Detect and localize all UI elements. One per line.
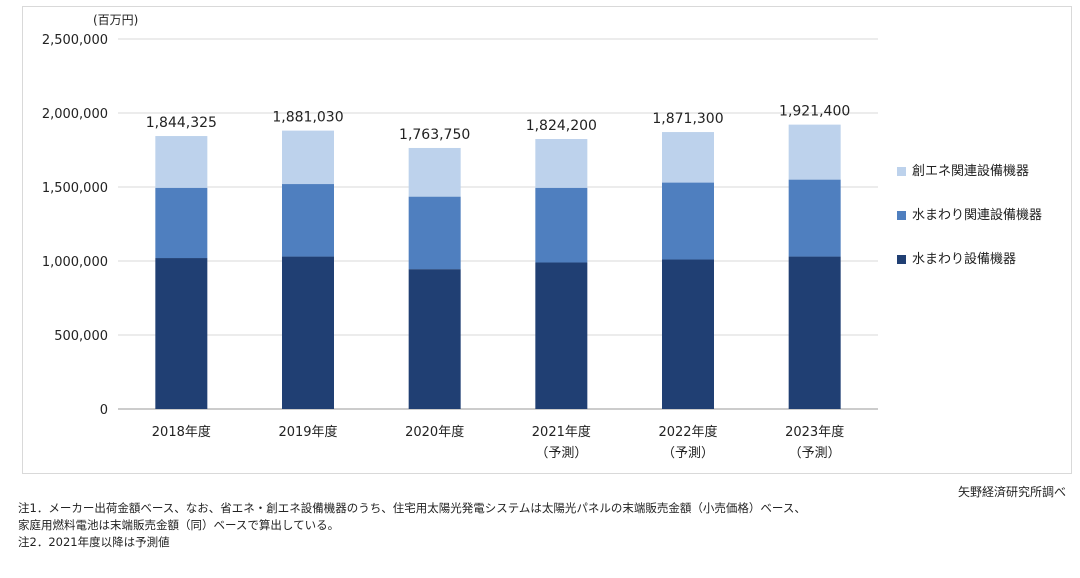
source-credit: 矢野経済研究所調べ <box>957 485 1066 499</box>
bar-segment-s0-c0 <box>155 258 208 409</box>
y-tick-label: 0 <box>100 403 108 418</box>
total-label: 1,763,750 <box>399 127 470 143</box>
footnote-1: 注1．メーカー出荷金額ベース、なお、省エネ・創エネ設備機器のうち、住宅用太陽光発… <box>18 501 806 515</box>
gridlines <box>118 38 878 410</box>
legend-swatch <box>897 167 906 176</box>
total-label: 1,881,030 <box>272 110 343 126</box>
bar-segment-s1-c1 <box>282 184 334 257</box>
bar-segment-s2-c1 <box>282 130 334 185</box>
bar-segment-s1-c5 <box>788 179 841 257</box>
y-axis-ticks: 0 500,000 1,000,000 1,500,000 2,000,000 2,500… <box>42 33 108 418</box>
legend-swatch <box>897 211 906 220</box>
bar-segment-s2-c0 <box>155 136 208 188</box>
bar-segment-s0-c2 <box>408 269 461 409</box>
bar-segment-s2-c5 <box>788 124 841 180</box>
y-axis-unit-label: (百万円) <box>93 13 138 27</box>
x-axis-ticks: 2018年度 2019年度 2020年度 2021年度 （予測） 2022年度 （予測） 20… <box>152 424 844 461</box>
footnote-2: 注2．2021年度以降は予測値 <box>18 535 170 549</box>
y-tick-label: 500,000 <box>54 329 108 344</box>
x-tick-sublabel: （予測） <box>662 446 714 461</box>
x-tick-label: 2023年度 <box>785 424 844 440</box>
x-tick-label: 2022年度 <box>658 424 717 440</box>
bar-segment-s0-c4 <box>662 259 714 409</box>
bar-segment-s1-c3 <box>535 187 588 263</box>
x-tick-label: 2020年度 <box>405 424 464 440</box>
footnotes: 注1．メーカー出荷金額ベース、なお、省エネ・創エネ設備機器のうち、住宅用太陽光発… <box>18 500 806 551</box>
stacked-bar-chart: (百万円) 0 500,000 1,000,000 1,500,000 2,000,00… <box>42 13 1042 461</box>
y-tick-label: 1,000,000 <box>42 255 108 270</box>
bar-segment-s1-c4 <box>662 182 714 260</box>
footnote-1-cont: 家庭用燃料電池は末端販売金額（同）ベースで算出している。 <box>18 518 340 532</box>
y-tick-label: 1,500,000 <box>42 181 108 196</box>
bar-segment-s1-c0 <box>155 187 208 259</box>
legend-label: 水まわり関連設備機器 <box>912 207 1042 223</box>
total-label: 1,921,400 <box>779 104 850 120</box>
x-tick-sublabel: （予測） <box>789 446 841 461</box>
bar-segment-s0-c1 <box>282 256 334 409</box>
bar-segment-s1-c2 <box>408 196 461 270</box>
legend-label: 創エネ関連設備機器 <box>912 163 1029 179</box>
x-tick-label: 2018年度 <box>152 424 211 440</box>
bars <box>155 124 841 409</box>
legend-label: 水まわり設備機器 <box>912 251 1016 267</box>
legend-swatch <box>897 255 906 264</box>
chart-frame: (百万円) 0 500,000 1,000,000 1,500,000 2,000,00… <box>22 6 1072 474</box>
total-label: 1,824,200 <box>526 118 597 134</box>
bar-segment-s2-c4 <box>662 132 714 183</box>
x-tick-label: 2019年度 <box>278 424 337 440</box>
total-label: 1,871,300 <box>652 111 723 127</box>
total-labels: 1,844,325 1,881,030 1,763,750 1,824,200 1,87… <box>146 104 851 143</box>
bar-segment-s0-c3 <box>535 262 588 409</box>
bar-segment-s2-c3 <box>535 139 588 188</box>
y-tick-label: 2,000,000 <box>42 107 108 122</box>
bar-segment-s0-c5 <box>788 256 841 409</box>
y-tick-label: 2,500,000 <box>42 33 108 48</box>
total-label: 1,844,325 <box>146 115 217 131</box>
bar-segment-s2-c2 <box>408 147 461 197</box>
x-tick-label: 2021年度 <box>532 424 591 440</box>
x-tick-sublabel: （予測） <box>535 446 587 461</box>
